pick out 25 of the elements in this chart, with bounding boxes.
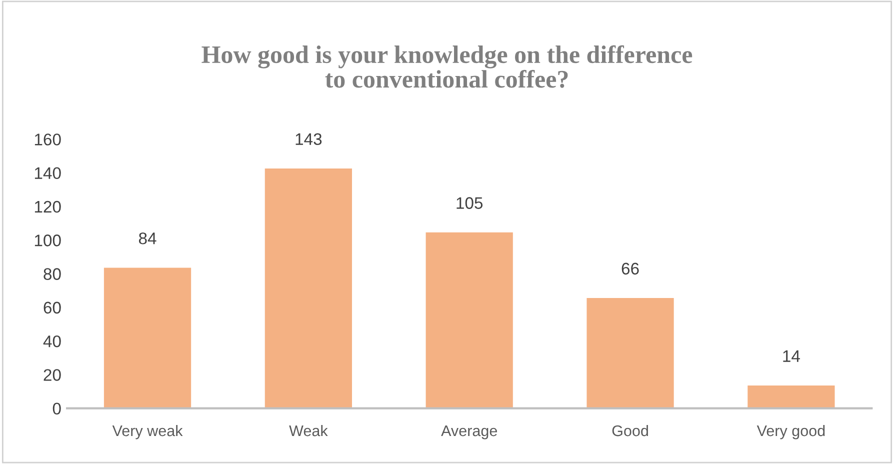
y-tick-label: 100 <box>34 234 61 246</box>
y-tick-label: 160 <box>34 134 61 146</box>
y-tick-label: 20 <box>44 369 61 381</box>
bar <box>424 231 514 408</box>
y-tick-label: 140 <box>34 167 61 180</box>
y-tick-label: 60 <box>44 302 61 314</box>
data-label: 143 <box>296 133 322 146</box>
y-tick-label: 0 <box>52 402 61 415</box>
data-label: 105 <box>456 197 483 209</box>
x-tick-label: Very good <box>756 424 825 440</box>
chart-title: How good is your knowledge on the difference to conventional coffee? <box>202 45 692 88</box>
data-label: 84 <box>138 232 156 244</box>
y-tick-label: 120 <box>34 200 61 213</box>
data-label: 66 <box>622 262 639 275</box>
x-tick-label: Average <box>441 426 497 440</box>
bar <box>585 296 676 408</box>
y-tick-label: 40 <box>43 335 61 348</box>
bar <box>102 266 192 408</box>
x-tick-label: Very weak <box>112 424 183 440</box>
x-tick-label: Weak <box>289 424 328 436</box>
y-tick-label: 80 <box>44 268 61 280</box>
data-label: 14 <box>783 350 800 362</box>
bar <box>263 167 354 408</box>
bar <box>746 384 836 408</box>
x-tick-label: Good <box>612 424 648 436</box>
